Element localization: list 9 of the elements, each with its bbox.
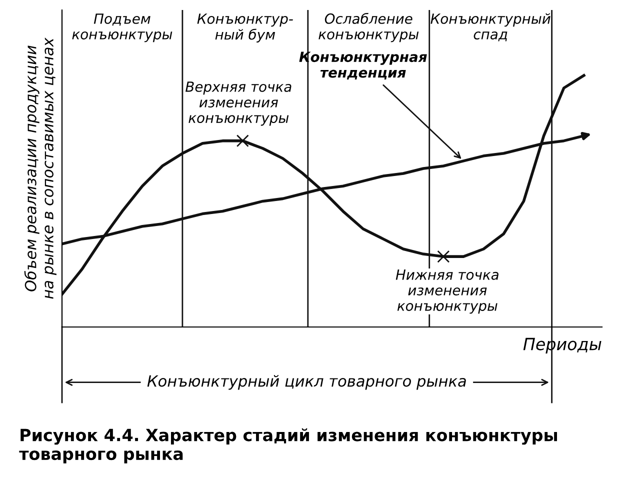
text: Конъюнктурный спад xyxy=(430,13,550,42)
annotation: Верхняя точка изменения конъюнктуры xyxy=(186,82,292,126)
y-axis-title: Объем реализации продукции на рынке в сопоставимых ценах xyxy=(24,38,56,299)
annotation: Нижняя точка изменения конъюнктуры xyxy=(396,270,498,314)
text: Подъем конъюнктуры xyxy=(72,14,172,42)
text: Конъюнктурный цикл товарного рынка xyxy=(147,375,466,390)
text: Рисунок 4.4. Характер стадий изменения конъюнктуры товарного рынка xyxy=(19,428,557,464)
text: Ослабление конъюнктуры xyxy=(318,12,419,42)
text: Конъюнктур- ный бум xyxy=(197,14,293,42)
